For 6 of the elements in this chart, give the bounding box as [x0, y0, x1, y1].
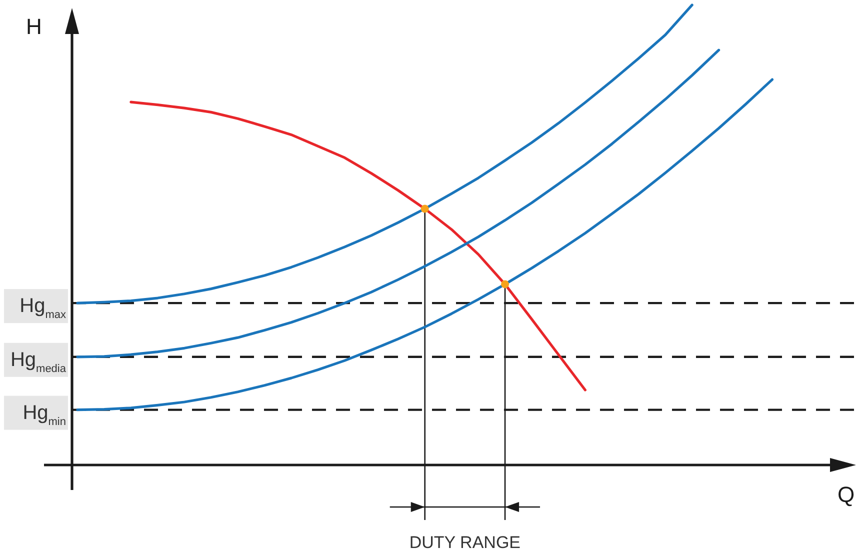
y-axis-title: H	[26, 14, 42, 39]
x-axis-title: Q	[837, 482, 855, 507]
ref-line-label: Hg$_{min}$	[22, 402, 66, 428]
ref-line-label: Hg$_{media}$	[10, 348, 67, 375]
ref-line-label: Hg$_{max}$	[20, 295, 66, 322]
text: DUTY RANGE	[409, 533, 521, 552]
